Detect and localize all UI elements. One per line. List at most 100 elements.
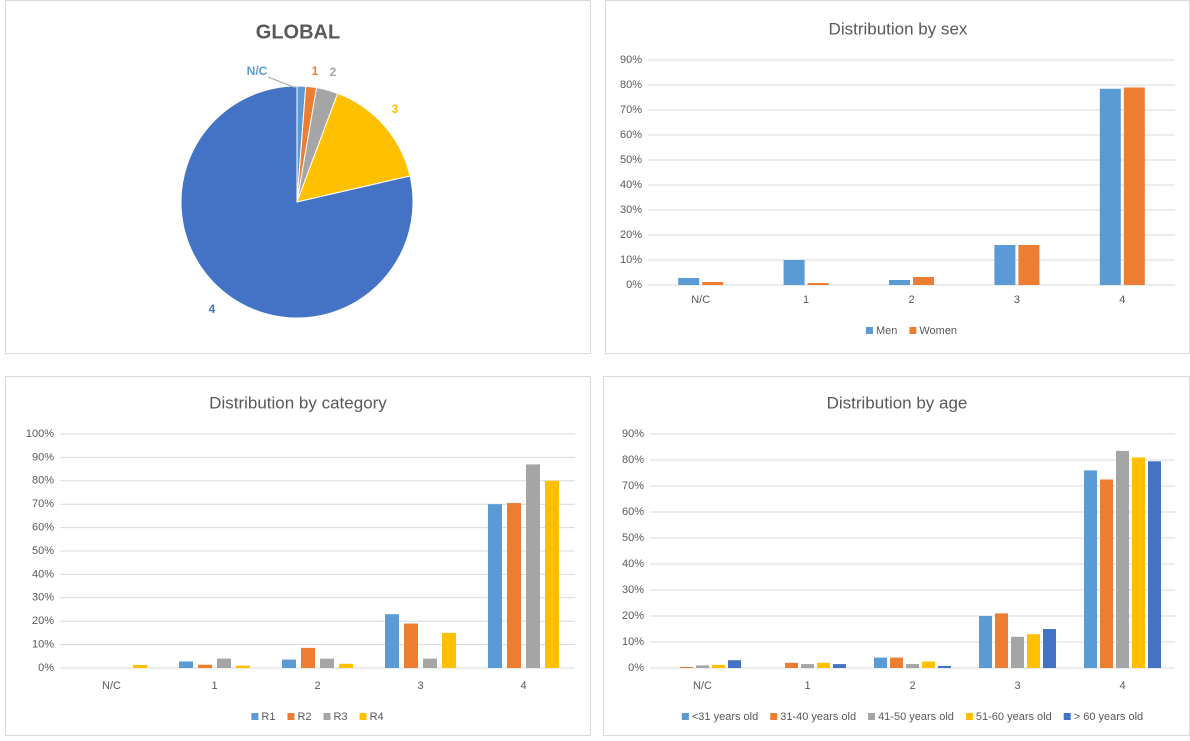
x-tick-label: 1 [804, 680, 810, 692]
bar [423, 658, 437, 668]
legend-swatch [1063, 713, 1071, 720]
legend-label: 51-60 years old [976, 711, 1052, 723]
bar [994, 245, 1016, 285]
x-tick-label: N/C [691, 294, 710, 306]
bar [1011, 636, 1024, 668]
legend-swatch [681, 713, 689, 720]
x-tick-label: 4 [520, 680, 526, 692]
bar [783, 260, 805, 285]
legend-label: R2 [297, 711, 311, 723]
y-tick-label: 20% [32, 615, 54, 627]
legend-label: R1 [261, 711, 275, 723]
y-tick-label: 20% [622, 610, 644, 622]
legend-label: 41-50 years old [878, 711, 954, 723]
legend: Men Women [865, 325, 957, 337]
bar [807, 283, 829, 285]
y-tick-label: 10% [622, 636, 644, 648]
legend-label: R4 [370, 711, 384, 723]
y-tick-label: 70% [620, 104, 642, 116]
bar [889, 280, 910, 285]
bar [1123, 87, 1145, 285]
bar [890, 657, 903, 668]
x-tick-label: 2 [314, 680, 320, 692]
y-tick-label: 10% [32, 639, 54, 651]
x-tick-label: 2 [909, 680, 915, 692]
bar [320, 658, 334, 668]
y-tick-label: 60% [620, 129, 642, 141]
x-tick-label: 4 [1119, 680, 1125, 692]
y-tick-label: 70% [622, 480, 644, 492]
bar [507, 503, 521, 668]
bar [874, 657, 887, 668]
bar [339, 663, 353, 668]
bar [712, 664, 725, 668]
x-tick-label: N/C [102, 680, 121, 692]
y-tick-label: 50% [620, 154, 642, 166]
bar [1018, 245, 1040, 285]
bar [1132, 457, 1145, 668]
y-tick-label: 70% [32, 498, 54, 510]
y-tick-label: 0% [626, 279, 642, 291]
legend-label: Women [919, 325, 957, 337]
legend-swatch [323, 713, 331, 720]
legend-swatch [770, 713, 778, 720]
bar [1148, 461, 1161, 668]
bar [696, 665, 709, 668]
slice-label: 1 [312, 64, 319, 78]
legend: <31 years old 31-40 years old 41-50 years … [681, 711, 1143, 723]
y-tick-label: 80% [32, 475, 54, 487]
bar [179, 661, 193, 668]
y-tick-label: 40% [32, 568, 54, 580]
bar [833, 664, 846, 668]
bar [442, 632, 456, 668]
legend-swatch [865, 327, 873, 334]
bar [913, 277, 934, 285]
slice-label: 3 [392, 102, 399, 116]
y-tick-label: 50% [32, 545, 54, 557]
bar [1116, 450, 1129, 668]
y-tick-label: 40% [620, 179, 642, 191]
slice-label: 2 [330, 65, 337, 79]
y-tick-label: 30% [622, 584, 644, 596]
legend-swatch [868, 713, 876, 720]
pie-slice [296, 92, 411, 203]
bar [1027, 634, 1040, 668]
bar [979, 616, 992, 668]
bar [198, 664, 212, 668]
legend-swatch [287, 713, 295, 720]
bar [217, 658, 231, 668]
y-tick-label: 20% [620, 229, 642, 241]
bar [385, 614, 399, 668]
bar [801, 664, 814, 668]
slice-label: N/C [247, 64, 268, 78]
y-tick-label: 90% [620, 54, 642, 66]
bar [1100, 479, 1113, 668]
y-tick-label: 10% [620, 254, 642, 266]
x-tick-label: 1 [211, 680, 217, 692]
bar [785, 662, 798, 668]
chart-title: Distribution by sex [829, 19, 968, 38]
y-tick-label: 30% [32, 592, 54, 604]
y-tick-label: 60% [32, 522, 54, 534]
panel [605, 0, 1190, 354]
legend-swatch [359, 713, 367, 720]
legend-label: <31 years old [692, 711, 758, 723]
legend: R1 R2 R3 R4 [251, 711, 384, 723]
x-tick-label: 2 [908, 294, 914, 306]
bar [938, 665, 951, 668]
bar [301, 647, 315, 668]
x-tick-label: 3 [417, 680, 423, 692]
bar [488, 504, 502, 668]
bar [728, 660, 741, 668]
y-tick-label: 0% [38, 662, 54, 674]
bar [1043, 629, 1056, 668]
x-tick-label: 1 [803, 294, 809, 306]
bar [680, 666, 693, 668]
chart-title: Distribution by age [827, 393, 968, 412]
y-tick-label: 80% [620, 79, 642, 91]
y-tick-label: 40% [622, 558, 644, 570]
slice-label: 4 [209, 302, 216, 316]
legend-swatch [965, 713, 973, 720]
